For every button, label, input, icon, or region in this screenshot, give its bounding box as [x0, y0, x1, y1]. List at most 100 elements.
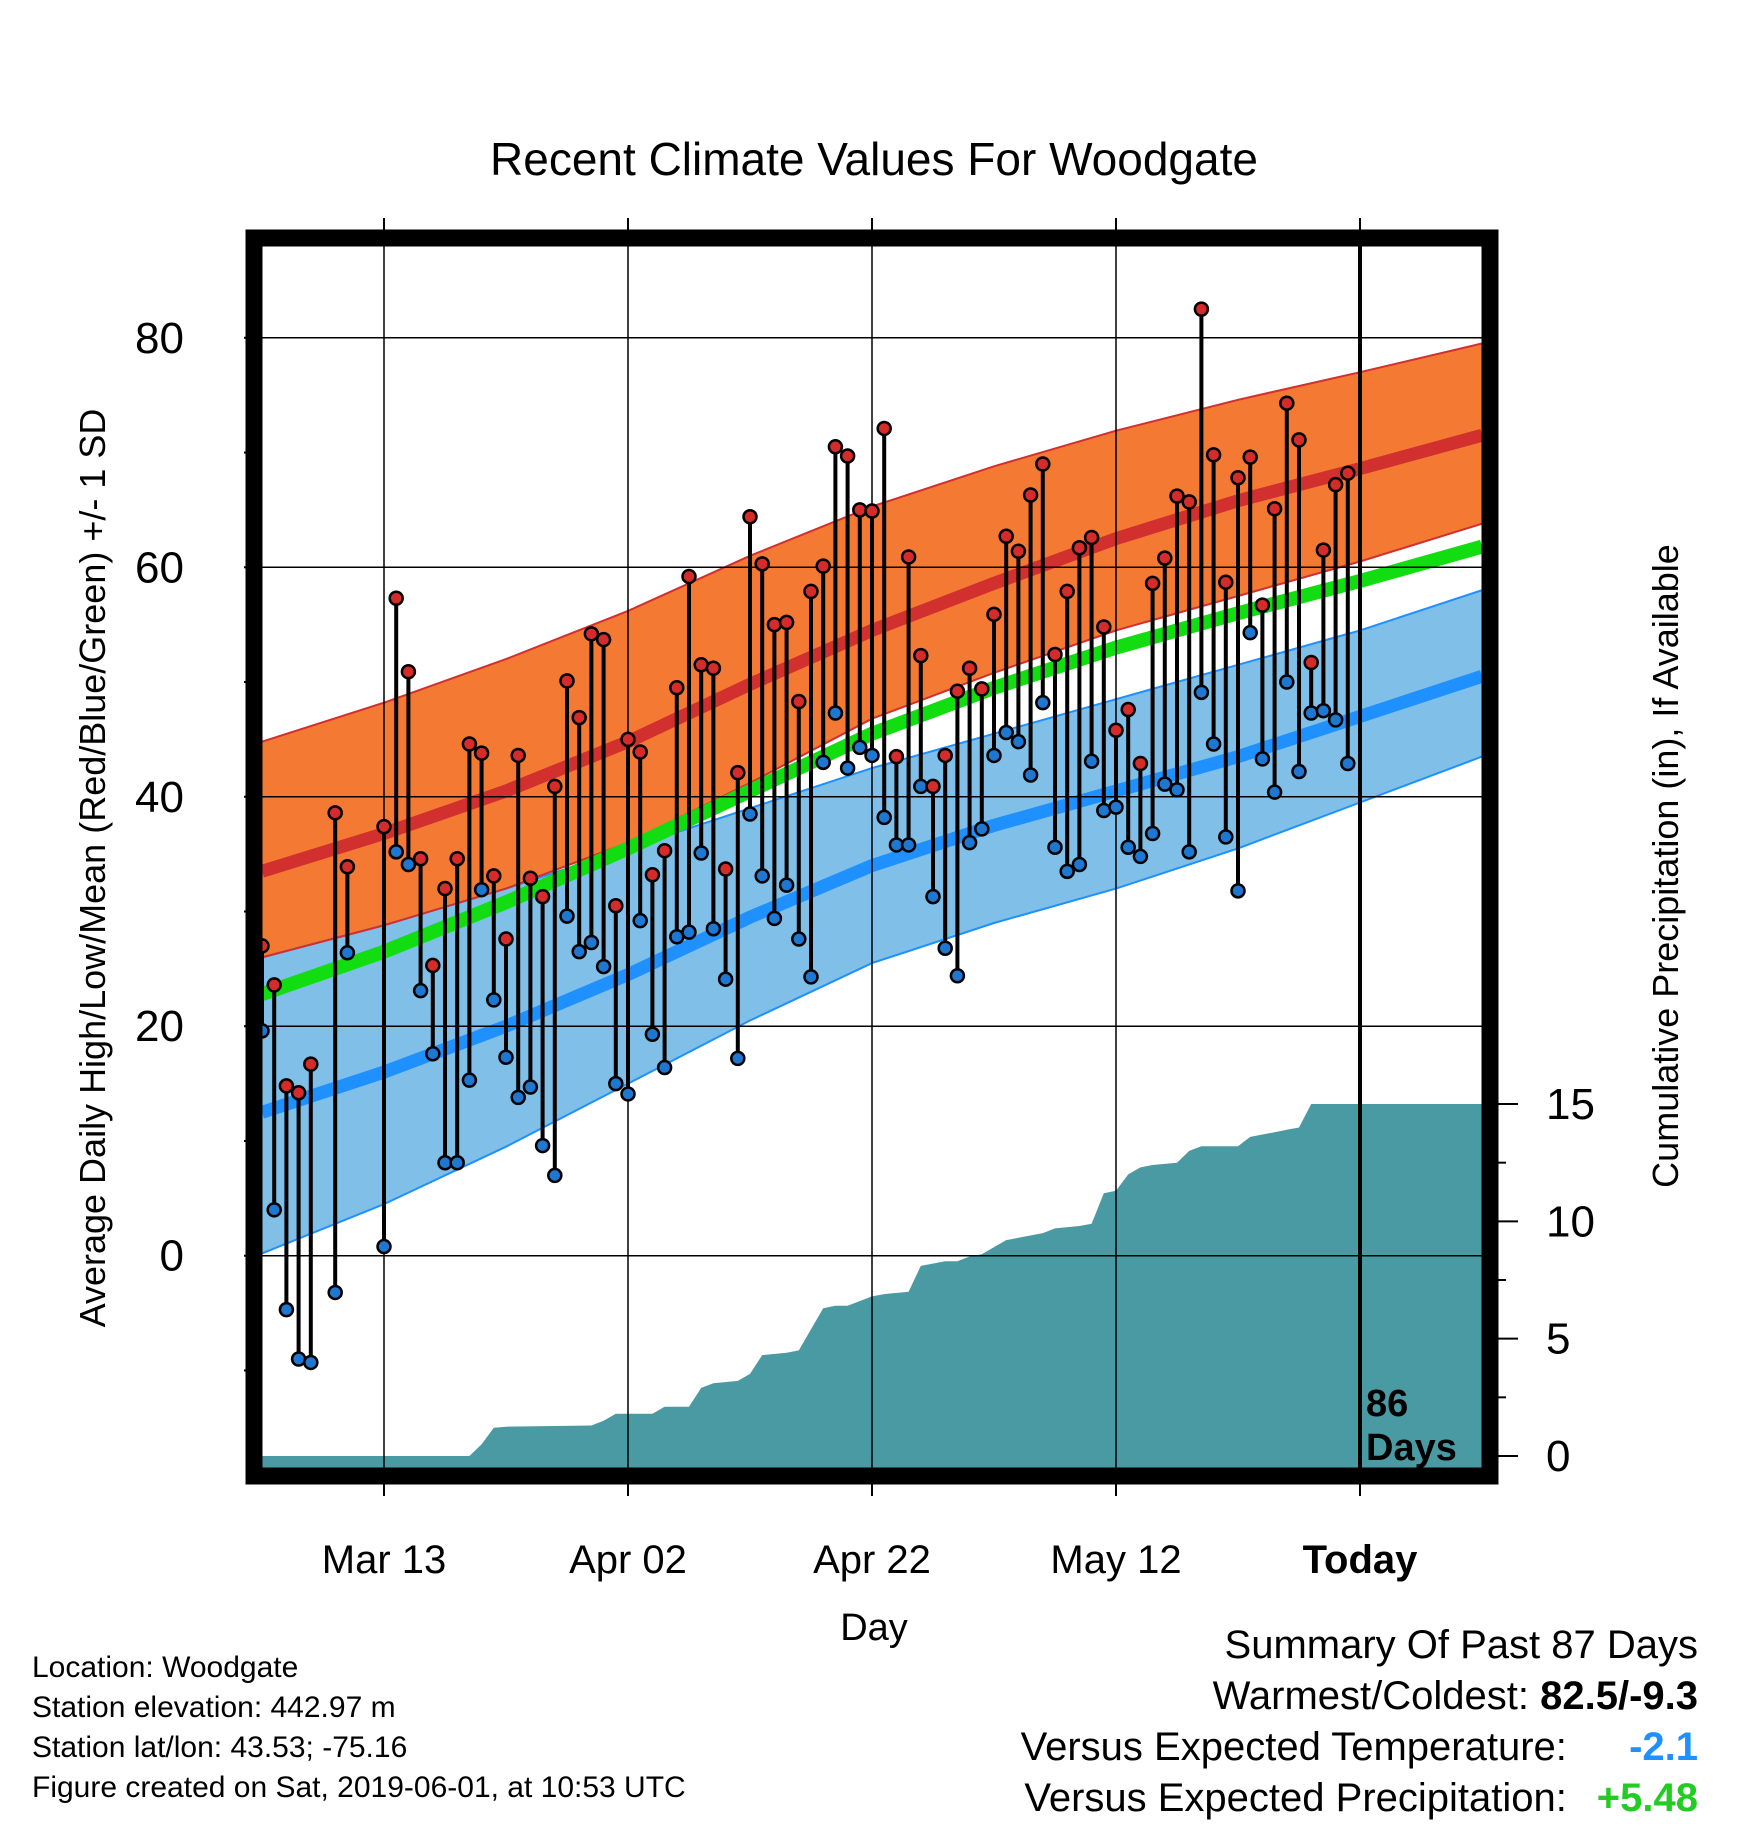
daily-high-point: [1169, 488, 1185, 504]
daily-low-point: [1083, 753, 1100, 769]
warmest-coldest-label: Warmest/Coldest:: [1212, 1674, 1529, 1718]
daily-low-point: [425, 1046, 441, 1062]
daily-high-point: [839, 448, 856, 464]
daily-low-point: [815, 754, 831, 771]
daily-high-point: [815, 558, 831, 574]
daily-low-point: [900, 837, 917, 853]
daily-high-point: [1181, 494, 1197, 510]
daily-low-point: [632, 912, 648, 929]
daily-low-point: [730, 1050, 746, 1067]
daily-low-point: [461, 1072, 478, 1088]
daily-low-point: [925, 888, 941, 905]
daily-high-point: [681, 568, 697, 585]
daily-high-point: [827, 439, 844, 455]
daily-low-point: [974, 821, 990, 837]
daily-high-point: [522, 870, 539, 886]
daily-high-point: [1035, 456, 1051, 472]
daily-low-point: [693, 845, 709, 861]
daily-high-point: [717, 861, 734, 877]
cumulative-precipitation-area: [262, 1104, 1482, 1468]
daily-high-point: [1108, 722, 1124, 738]
y-tick-label: 0: [160, 1232, 184, 1281]
temperature-departure-row: Versus Expected Temperature: -2.1: [1021, 1722, 1698, 1773]
daily-low-point: [1193, 684, 1210, 701]
daily-high-point: [925, 778, 941, 795]
daily-low-point: [278, 1301, 295, 1318]
daily-high-point: [742, 509, 758, 525]
daily-high-point: [473, 745, 490, 761]
daily-high-point: [949, 683, 966, 699]
plot-area: [262, 246, 1482, 1468]
daily-low-point: [388, 844, 404, 860]
daily-low-point: [1157, 776, 1173, 792]
daily-low-point: [1010, 733, 1027, 750]
daily-high-point: [303, 1056, 319, 1072]
daily-low-point: [864, 747, 880, 764]
daily-low-point: [852, 739, 868, 756]
y-tick-label: 20: [135, 1002, 184, 1051]
daily-low-point: [412, 982, 429, 999]
temperature-departure-value: -2.1: [1629, 1725, 1698, 1769]
today-days-label-line: 86: [1366, 1383, 1408, 1425]
daily-high-point: [571, 709, 587, 726]
daily-low-point: [644, 1026, 661, 1043]
daily-high-point: [1303, 654, 1319, 671]
y2-tick-label: 10: [1546, 1197, 1595, 1246]
daily-low-point: [717, 971, 734, 987]
daily-high-point: [412, 850, 429, 867]
daily-low-point: [339, 945, 356, 961]
daily-high-point: [1193, 301, 1210, 317]
daily-high-point: [961, 660, 978, 676]
daily-high-point: [278, 1078, 295, 1094]
daily-low-point: [449, 1155, 465, 1171]
daily-high-point: [1010, 543, 1027, 559]
daily-low-point: [303, 1354, 319, 1371]
x-tick-label: May 12: [1050, 1538, 1181, 1582]
daily-high-point: [1205, 447, 1222, 463]
daily-high-point: [974, 681, 990, 697]
daily-low-point: [681, 924, 697, 940]
daily-high-point: [339, 859, 356, 875]
daily-low-point: [949, 968, 966, 984]
daily-high-point: [632, 744, 648, 760]
daily-high-point: [656, 842, 673, 859]
daily-high-point: [534, 888, 551, 905]
today-days-label: 86 Days: [1366, 1383, 1457, 1469]
location-text: Location: Woodgate: [32, 1651, 299, 1684]
daily-high-point: [425, 957, 441, 974]
warmest-coldest-value: 82.5/-9.3: [1540, 1674, 1698, 1718]
daily-high-point: [1291, 432, 1307, 448]
daily-high-point: [888, 748, 905, 765]
daily-high-point: [388, 590, 404, 607]
daily-low-point: [986, 747, 1002, 764]
daily-high-point: [1242, 449, 1258, 465]
chart-title: Recent Climate Values For Woodgate: [490, 133, 1258, 185]
today-days-label-line: Days: [1366, 1427, 1457, 1469]
daily-low-point: [1291, 763, 1307, 780]
daily-low-point: [766, 910, 783, 927]
daily-high-point: [1047, 646, 1063, 663]
daily-high-point: [620, 731, 636, 748]
daily-low-point: [1108, 799, 1124, 815]
daily-high-point: [754, 556, 770, 572]
daily-high-point: [998, 528, 1014, 545]
daily-low-point: [705, 920, 722, 937]
daily-high-point: [1144, 575, 1161, 592]
daily-high-point: [559, 673, 575, 689]
daily-low-point: [620, 1086, 636, 1102]
daily-low-point: [522, 1079, 539, 1095]
daily-low-point: [778, 877, 795, 893]
y-tick-label: 40: [135, 773, 184, 822]
daily-low-point: [1242, 624, 1258, 641]
daily-low-point: [876, 809, 892, 826]
daily-high-point: [644, 867, 661, 883]
x-tick-label: Today: [1303, 1538, 1419, 1582]
daily-low-point: [791, 931, 807, 947]
daily-high-point: [290, 1085, 307, 1101]
daily-low-point: [510, 1089, 526, 1106]
daily-high-point: [1022, 487, 1039, 503]
daily-low-point: [559, 908, 575, 924]
daily-low-point: [1120, 839, 1136, 855]
daily-low-point: [1169, 782, 1185, 798]
